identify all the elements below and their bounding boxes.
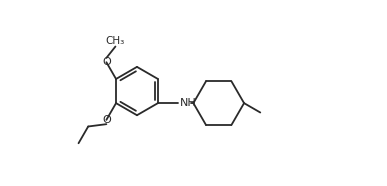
Text: CH₃: CH₃ xyxy=(106,36,125,46)
Text: NH: NH xyxy=(180,98,197,108)
Text: O: O xyxy=(102,57,111,67)
Text: O: O xyxy=(102,115,111,125)
